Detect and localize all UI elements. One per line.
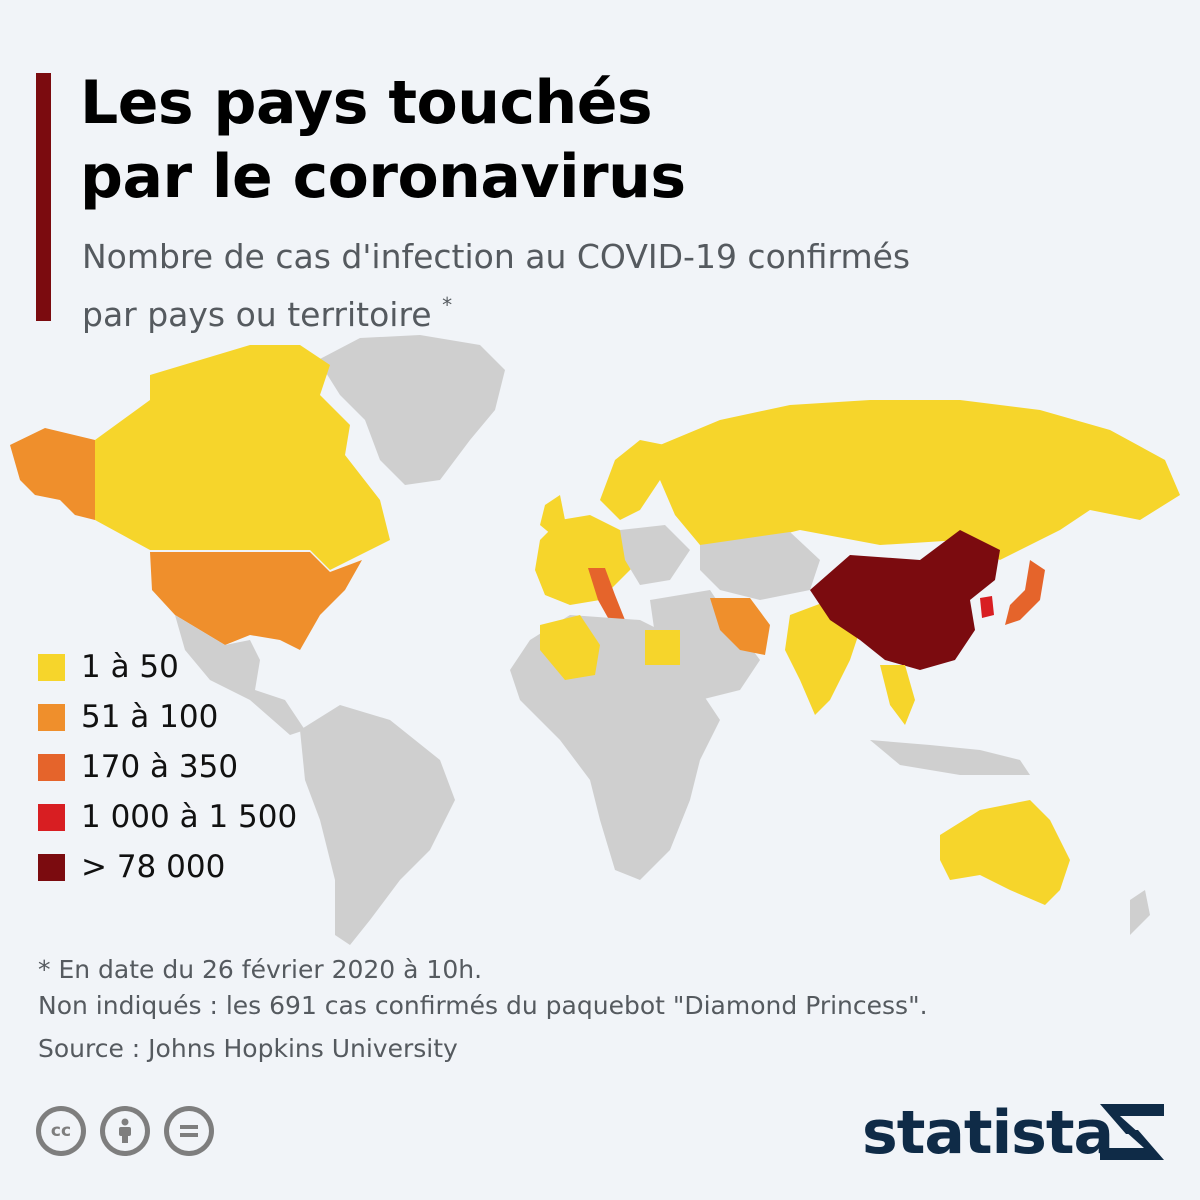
attribution-icon-inner [105, 1111, 145, 1151]
world-map [10, 335, 1180, 945]
map-region-central-asia [700, 532, 820, 600]
subtitle-text: Nombre de cas d'infection au COVID-19 co… [82, 237, 911, 334]
legend-label-4: 1 000 à 1 500 [81, 799, 298, 835]
map-region-usa [150, 552, 362, 650]
no-derivatives-icon-inner [169, 1111, 209, 1151]
map-region-india [785, 600, 860, 715]
map-region-australia [940, 800, 1070, 905]
legend-swatch-4 [38, 803, 65, 831]
page-subtitle: Nombre de cas d'infection au COVID-19 co… [82, 233, 1042, 339]
map-region-alaska [10, 428, 95, 520]
map-region-iran [710, 598, 770, 655]
legend-swatch-1 [38, 653, 65, 681]
map-region-algeria [540, 615, 600, 680]
cc-icon-inner: cc [41, 1111, 81, 1151]
map-region-uk [540, 495, 565, 535]
page-title: Les pays touchés par le coronavirus [80, 68, 686, 212]
map-region-indonesia [870, 740, 1030, 775]
map-region-africa [510, 615, 720, 880]
person-icon [119, 1118, 131, 1143]
map-region-mexico [175, 615, 305, 735]
statista-logo-text[interactable]: statista [862, 1098, 1114, 1168]
map-region-greenland [318, 335, 505, 485]
legend-item-4: 1 000 à 1 500 [38, 792, 297, 842]
map-region-new-zealand [1130, 890, 1150, 935]
legend-item-5: > 78 000 [38, 842, 297, 892]
map-region-japan [1005, 560, 1045, 625]
footnote: * En date du 26 février 2020 à 10h. Non … [38, 955, 928, 1020]
map-region-eastern-europe [620, 525, 690, 585]
legend: 1 à 50 51 à 100 170 à 350 1 000 à 1 500 … [38, 642, 297, 892]
license-icons: cc [36, 1106, 214, 1156]
equals-icon [180, 1125, 198, 1137]
map-region-canada [95, 345, 390, 570]
map-region-italy [588, 568, 625, 625]
map-region-russia [660, 400, 1180, 560]
source-text: Source : Johns Hopkins University [38, 1034, 458, 1063]
map-region-south-korea [980, 596, 994, 618]
map-region-western-europe [535, 515, 640, 605]
legend-swatch-2 [38, 703, 65, 731]
legend-swatch-5 [38, 853, 65, 881]
legend-label-3: 170 à 350 [81, 749, 239, 785]
cc-icon[interactable]: cc [36, 1106, 86, 1156]
legend-item-3: 170 à 350 [38, 742, 297, 792]
legend-label-1: 1 à 50 [81, 649, 179, 685]
map-region-scandinavia [600, 440, 665, 520]
attribution-icon[interactable] [100, 1106, 150, 1156]
map-region-egypt [645, 630, 680, 665]
legend-swatch-3 [38, 753, 65, 781]
map-region-china [810, 530, 1000, 670]
title-accent-bar [36, 73, 51, 321]
map-region-south-america [300, 705, 455, 945]
map-region-southeast-asia [880, 665, 915, 725]
statista-logo-icon [1100, 1104, 1164, 1160]
no-derivatives-icon[interactable] [164, 1106, 214, 1156]
subtitle-footnote-marker: * [442, 293, 453, 317]
legend-label-5: > 78 000 [81, 849, 226, 885]
legend-item-2: 51 à 100 [38, 692, 297, 742]
legend-item-1: 1 à 50 [38, 642, 297, 692]
legend-label-2: 51 à 100 [81, 699, 219, 735]
